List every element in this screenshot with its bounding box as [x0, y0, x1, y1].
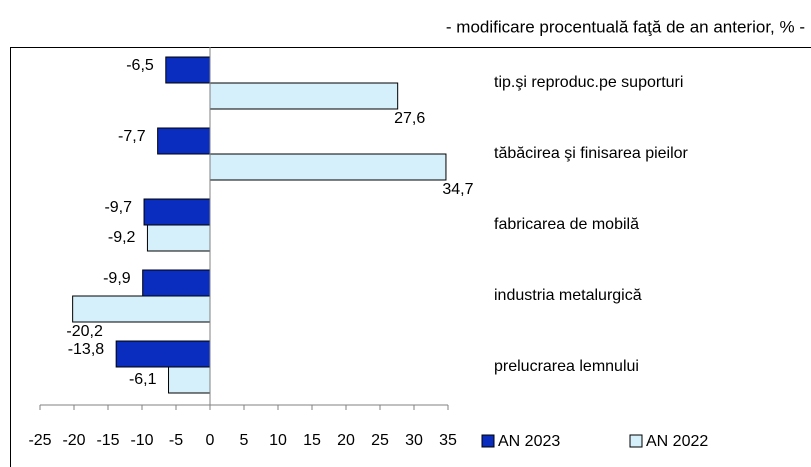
- x-tick-label: -15: [96, 432, 119, 449]
- legend-label: AN 2023: [498, 433, 560, 450]
- value-label: -9,7: [104, 199, 132, 216]
- x-tick-label: -5: [169, 432, 183, 449]
- bar: [115, 340, 211, 368]
- x-tick-label: 15: [303, 432, 321, 449]
- bar: [168, 366, 211, 394]
- legend-swatch: [481, 434, 495, 448]
- x-tick-label: 5: [240, 432, 249, 449]
- x-tick-label: 0: [206, 432, 215, 449]
- x-tick-label: -10: [130, 432, 153, 449]
- bar: [142, 269, 211, 297]
- category-label: fabricarea de mobilă: [494, 216, 639, 233]
- category-label: tip.şi reproduc.pe suporturi: [494, 74, 683, 91]
- x-tick-label: 35: [439, 432, 457, 449]
- value-label: 34,7: [442, 181, 473, 198]
- x-tick-label: -25: [28, 432, 51, 449]
- x-tick-label: 30: [405, 432, 423, 449]
- value-label: -13,8: [68, 341, 105, 358]
- bar: [157, 127, 211, 155]
- plot-frame: [10, 47, 811, 467]
- value-label: -6,1: [129, 371, 157, 388]
- value-label: -7,7: [118, 128, 146, 145]
- bar: [209, 153, 447, 181]
- x-tick-label: 10: [269, 432, 287, 449]
- category-label: tăbăcirea şi finisarea pieilor: [494, 145, 689, 162]
- bar: [143, 198, 211, 226]
- legend-label: AN 2022: [646, 433, 708, 450]
- x-tick-label: -20: [62, 432, 85, 449]
- value-label: 27,6: [394, 110, 425, 127]
- chart-subtitle: - modificare procentuală faţă de an ante…: [446, 17, 805, 36]
- category-label: prelucrarea lemnului: [494, 358, 639, 375]
- legend-swatch: [629, 434, 643, 448]
- value-label: -9,9: [103, 270, 131, 287]
- bar: [146, 224, 211, 252]
- x-tick-label: 25: [371, 432, 389, 449]
- bar: [165, 56, 211, 84]
- x-tick-label: 20: [337, 432, 355, 449]
- bar: [209, 82, 399, 110]
- category-label: industria metalurgică: [494, 287, 642, 304]
- value-label: -6,5: [126, 57, 154, 74]
- value-label: -9,2: [108, 229, 136, 246]
- bar: [72, 295, 211, 323]
- value-label: -20,2: [66, 323, 103, 340]
